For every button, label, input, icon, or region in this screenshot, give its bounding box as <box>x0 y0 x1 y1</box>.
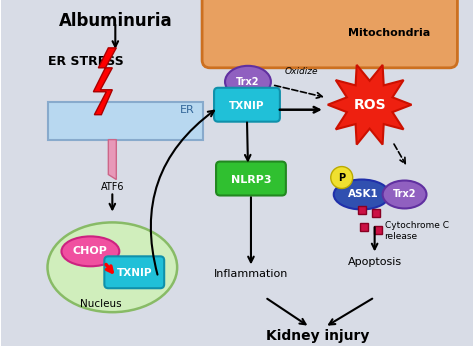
Text: Inflammation: Inflammation <box>214 269 288 279</box>
Text: TXNIP: TXNIP <box>229 101 264 111</box>
Polygon shape <box>328 65 411 145</box>
Circle shape <box>331 167 353 188</box>
FancyBboxPatch shape <box>48 102 203 139</box>
Text: Kidney injury: Kidney injury <box>266 329 369 343</box>
Polygon shape <box>93 48 116 115</box>
Bar <box>372 210 380 218</box>
FancyBboxPatch shape <box>104 256 164 288</box>
Text: TXNIP: TXNIP <box>117 268 152 278</box>
Text: Trx2: Trx2 <box>236 77 260 87</box>
Text: ER: ER <box>181 105 195 115</box>
Ellipse shape <box>47 222 177 312</box>
Text: ATF6: ATF6 <box>100 181 124 192</box>
Ellipse shape <box>334 179 390 210</box>
Text: Albuminuria: Albuminuria <box>58 12 172 30</box>
FancyBboxPatch shape <box>214 88 280 122</box>
Text: Trx2: Trx2 <box>393 189 416 200</box>
FancyBboxPatch shape <box>202 0 457 68</box>
Text: ROS: ROS <box>353 98 386 112</box>
Text: CHOP: CHOP <box>73 246 108 256</box>
Bar <box>374 226 382 234</box>
Bar <box>358 206 365 214</box>
Ellipse shape <box>62 236 119 266</box>
Ellipse shape <box>383 180 427 209</box>
Text: NLRP3: NLRP3 <box>231 175 271 185</box>
Text: Nucleus: Nucleus <box>80 299 121 309</box>
Text: Oxidize: Oxidize <box>285 67 319 76</box>
Bar <box>360 223 368 231</box>
Text: P: P <box>338 172 345 183</box>
Ellipse shape <box>225 66 271 98</box>
Text: ER STRESS: ER STRESS <box>48 55 124 68</box>
FancyBboxPatch shape <box>216 162 286 195</box>
Text: Mitochondria: Mitochondria <box>348 28 431 38</box>
Text: ASK1: ASK1 <box>348 189 379 200</box>
Text: Apoptosis: Apoptosis <box>347 257 401 267</box>
Polygon shape <box>109 139 116 179</box>
Text: Cytochrome C
release: Cytochrome C release <box>384 221 448 241</box>
